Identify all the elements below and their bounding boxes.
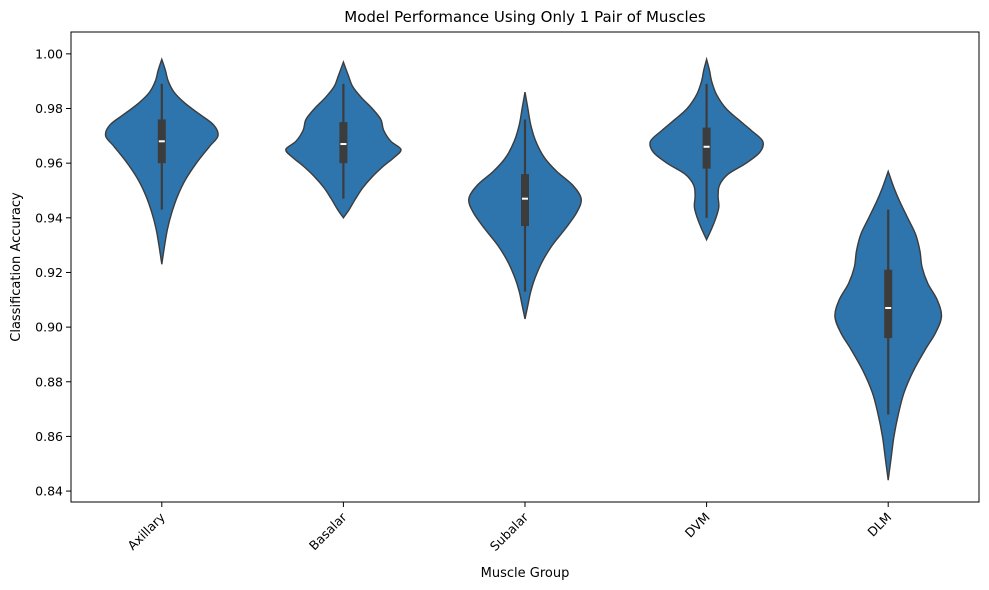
y-axis-label: Classification Accuracy (9, 192, 24, 342)
violin-dvm (649, 56, 765, 242)
violin-iqr-box (339, 122, 348, 164)
y-axis: 0.84 0.86 0.88 0.90 0.92 0.94 0.96 0.98 1.00 (35, 46, 71, 499)
y-tick-label: 0.96 (35, 156, 63, 171)
y-tick-label: 0.84 (35, 484, 63, 499)
y-tick-label: 0.90 (35, 320, 63, 335)
violin-subalar (468, 91, 582, 320)
x-tick-label: DLM (864, 510, 894, 540)
y-tick-label: 0.86 (35, 429, 63, 444)
violins-layer (104, 56, 943, 481)
x-tick-label: Axillary (124, 509, 168, 553)
x-tick-label: Basalar (306, 509, 350, 553)
y-tick-label: 1.00 (35, 46, 63, 61)
violin-iqr-box (521, 174, 529, 227)
violin-iqr-box (884, 269, 893, 339)
x-tick-label: Subalar (487, 509, 532, 554)
y-tick-label: 0.92 (35, 265, 63, 280)
x-tick-label: DVM (682, 510, 713, 541)
violin-basalar (285, 60, 402, 220)
violin-dlm (834, 169, 943, 481)
y-tick-label: 0.98 (35, 101, 63, 116)
violin-axillary (104, 57, 219, 265)
violin-iqr-box (702, 127, 711, 169)
x-axis-label: Muscle Group (481, 566, 570, 581)
y-tick-label: 0.94 (35, 210, 63, 225)
chart-title: Model Performance Using Only 1 Pair of M… (344, 8, 706, 26)
y-tick-label: 0.88 (35, 374, 63, 389)
x-axis: Axillary Basalar Subalar DVM DLM (124, 502, 894, 554)
